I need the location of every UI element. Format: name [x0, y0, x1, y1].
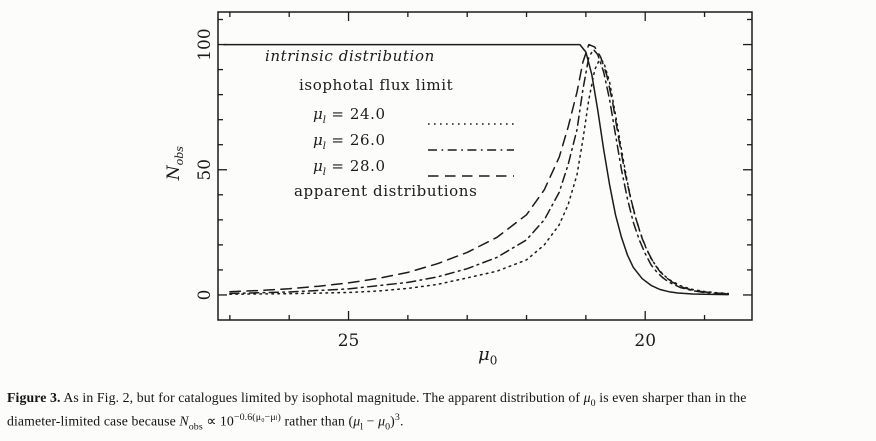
- legend-entry-mu24: μl = 24.0: [313, 104, 543, 127]
- series-dashdot: [229, 48, 730, 295]
- y-tick-label: 100: [195, 28, 215, 60]
- y-axis-label: Nobs: [164, 128, 186, 198]
- dashed-line-sample: [427, 164, 515, 177]
- legend-entry-value: = 26.0: [325, 131, 386, 149]
- y-tick-label: 50: [195, 159, 215, 181]
- caption-segment: .: [399, 413, 404, 429]
- legend-entry-value: = 24.0: [325, 105, 386, 123]
- mu-symbol: μ: [313, 131, 323, 149]
- y-axis-label-sub: obs: [173, 146, 187, 166]
- caption-segment: ∝ 10: [202, 413, 234, 429]
- caption-segment: μ: [378, 413, 386, 429]
- caption-segment: is even sharper than in the: [595, 390, 747, 405]
- series-solid: [223, 43, 730, 296]
- x-axis-label-sub: 0: [489, 353, 498, 368]
- legend-intrinsic-label: intrinsic distribution: [265, 47, 435, 65]
- caption-segment: rather than (: [280, 413, 354, 429]
- caption-segment: As in Fig. 2, but for catalogues limited…: [60, 390, 584, 405]
- y-axis-label-main: N: [163, 165, 184, 181]
- caption-segment: N: [179, 413, 189, 429]
- caption-segment: −: [363, 413, 379, 429]
- mu-symbol-sub: l: [322, 167, 326, 179]
- mu-symbol-sub: l: [322, 141, 326, 153]
- figure-caption: Figure 3. As in Fig. 2, but for catalogu…: [0, 380, 876, 434]
- caption-segment: Figure 3.: [7, 390, 61, 405]
- legend-apparent-label: apparent distributions: [294, 182, 478, 200]
- caption-segment: 0: [590, 397, 596, 409]
- x-axis-label: μ0: [478, 344, 497, 368]
- series-dashed: [229, 43, 730, 295]
- legend-entry-value: = 28.0: [325, 157, 386, 175]
- figure-plot-area: 20 25 0 50 100 intrinsic distribution isopho…: [164, 11, 753, 368]
- mu-symbol: μ: [313, 157, 323, 175]
- caption-segment: obs: [188, 421, 203, 433]
- legend-entry-mu28: μl = 28.0: [313, 156, 543, 179]
- plot-frame: [217, 11, 753, 321]
- x-axis-label-main: μ: [478, 344, 490, 365]
- caption-segment: 0: [385, 421, 391, 433]
- caption-segment: l: [360, 421, 364, 433]
- mu-symbol-sub: l: [322, 115, 326, 127]
- x-tick-label: 20: [634, 331, 656, 351]
- caption-segment: diameter-limited case because: [7, 413, 180, 429]
- caption-segment: 3: [394, 411, 400, 423]
- plot-svg: 20 25 0 50 100: [195, 11, 753, 351]
- caption-segment: −0.6(μ₀−μₗ): [233, 411, 281, 423]
- caption-segment: μ: [353, 413, 361, 429]
- y-tick-label: 0: [195, 290, 215, 301]
- x-tick-label: 25: [338, 331, 360, 351]
- legend-entry-mu26: μl = 26.0: [313, 130, 543, 153]
- caption-segment: μ: [583, 390, 591, 405]
- mu-symbol: μ: [313, 105, 323, 123]
- legend-flux-limit-title: isophotal flux limit: [299, 76, 454, 94]
- caption-segment: ): [390, 413, 395, 429]
- dashdot-line-sample: [427, 138, 515, 151]
- dotted-line-sample: [427, 112, 515, 125]
